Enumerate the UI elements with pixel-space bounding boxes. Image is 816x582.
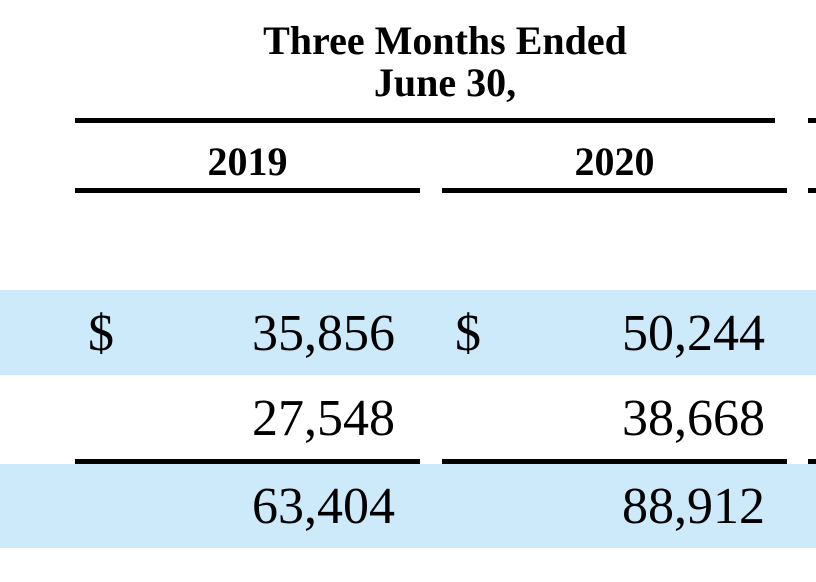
total-2020: 88,912 — [622, 478, 765, 535]
period-heading: Three Months Ended June 30, — [75, 20, 815, 104]
period-heading-line1: Three Months Ended — [263, 18, 627, 63]
subtotal-rule-next — [808, 459, 816, 464]
header-rule-top-next — [808, 118, 816, 123]
column-rule-next — [808, 188, 816, 193]
currency-symbol: $ — [88, 305, 114, 362]
total-2019: 63,404 — [252, 478, 395, 535]
value-2020: 38,668 — [622, 390, 765, 447]
table-row-total: 63,404 88,912 — [0, 464, 816, 548]
value-2020: 50,244 — [622, 305, 765, 362]
header-rule-top — [75, 118, 775, 123]
value-2019: 27,548 — [252, 390, 395, 447]
subtotal-rule-2020 — [442, 459, 787, 464]
column-rule-2020 — [442, 188, 787, 193]
period-heading-line2: June 30, — [373, 60, 517, 105]
column-header-2020: 2020 — [574, 139, 655, 184]
column-rule-2019 — [75, 188, 420, 193]
currency-symbol: $ — [455, 305, 481, 362]
value-2019: 35,856 — [252, 305, 395, 362]
subtotal-rule-2019 — [75, 459, 420, 464]
column-header-2019: 2019 — [207, 139, 288, 184]
table-row: 27,548 38,668 — [0, 375, 816, 460]
table-row: $ 35,856 $ 50,244 — [0, 290, 816, 375]
